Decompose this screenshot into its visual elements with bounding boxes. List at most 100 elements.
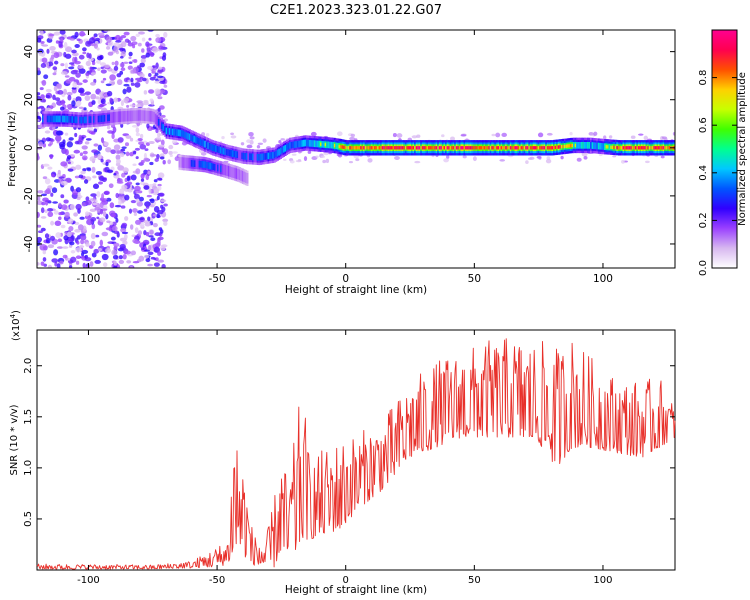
noise-speck [143,90,148,95]
spectral-cell [438,146,441,150]
noise-speck [569,131,573,136]
noise-speck [61,204,68,210]
noise-speck [114,60,119,66]
noise-speck [76,85,80,91]
spectral-cell [347,146,350,150]
noise-speck [158,144,165,148]
spectral-cell [134,110,137,121]
spectral-cell [223,164,226,176]
noise-speck [38,230,43,234]
spectral-cell [273,151,276,159]
spectral-cell [43,113,46,125]
noise-speck [46,48,50,54]
spectral-cell [206,161,209,169]
spectral-cell [45,113,48,125]
noise-speck [100,66,105,70]
noise-speck [70,185,74,192]
noise-speck [139,73,145,78]
spectral-cell [605,145,608,149]
noise-speck [89,66,93,73]
spectral-cell [631,146,634,150]
spectral-cell [179,129,182,137]
noise-speck [52,66,58,71]
noise-speck [135,156,139,160]
noise-speck [162,160,166,165]
noise-speck [100,137,105,143]
noise-speck [119,62,125,68]
spectral-cell [295,141,298,148]
noise-speck [142,101,149,106]
noise-speck [157,185,162,191]
noise-speck [149,198,155,204]
noise-speck [93,33,98,38]
spectral-cell [232,167,235,178]
spectral-cell [85,116,88,124]
noise-speck [145,52,151,58]
spectral-cell [630,146,633,150]
spectral-cell [644,146,647,150]
noise-speck [40,207,45,214]
spectral-cell [378,146,381,150]
noise-speck [157,132,161,138]
noise-speck [121,231,129,235]
spectral-cell [235,168,238,179]
noise-speck [37,106,41,110]
noise-speck [64,132,69,136]
noise-speck [153,187,160,194]
spectral-cell [465,146,468,150]
spectral-cell [140,110,143,121]
spectrogram-x-axis-label: Height of straight line (km) [285,284,427,296]
noise-speck [39,30,44,36]
noise-speck [85,40,92,47]
spectral-cell [562,144,565,149]
spectral-cell [130,110,133,122]
noise-speck [93,43,98,49]
noise-speck [122,240,128,246]
noise-speck [155,37,162,43]
spectral-cell [659,146,662,150]
noise-speck [153,257,157,261]
spectral-cell [639,146,642,150]
spectral-cell [88,116,91,123]
spectral-cell [333,143,336,148]
spectral-cell [278,148,281,156]
noise-speck [91,149,98,154]
spectral-cell [243,171,246,183]
noise-speck [111,249,118,256]
spectral-cell [466,146,469,150]
noise-speck [291,153,297,156]
spectral-cell [240,170,243,181]
noise-speck [162,148,169,155]
spectral-cell [656,146,659,150]
noise-speck [124,142,130,147]
noise-speck [47,244,55,249]
spectral-cell [525,146,528,150]
noise-speck [65,78,72,84]
noise-speck [147,251,154,256]
noise-speck [131,124,139,128]
spectral-cell [449,146,452,150]
spectral-cell [119,111,122,122]
spectral-cell [404,146,407,150]
spectral-cell [198,137,201,145]
noise-speck [79,152,84,157]
spectral-cell [452,146,455,150]
spectral-cell [164,125,167,133]
noise-speck [54,97,61,102]
spectral-cell [139,110,142,121]
noise-speck [90,240,96,247]
y-tick-label: 0.5 [23,511,34,527]
spectral-cell [202,140,205,147]
noise-speck [90,216,97,222]
x-tick-label: -100 [77,273,101,285]
noise-speck [350,133,356,138]
noise-speck [112,254,119,260]
noise-speck [472,156,477,162]
noise-speck [537,132,544,138]
spectral-cell [638,146,641,150]
spectral-cell [600,143,603,150]
spectral-cell [571,143,574,148]
noise-speck [44,209,48,214]
spectral-cell [435,146,438,150]
spectral-cell [611,145,614,149]
